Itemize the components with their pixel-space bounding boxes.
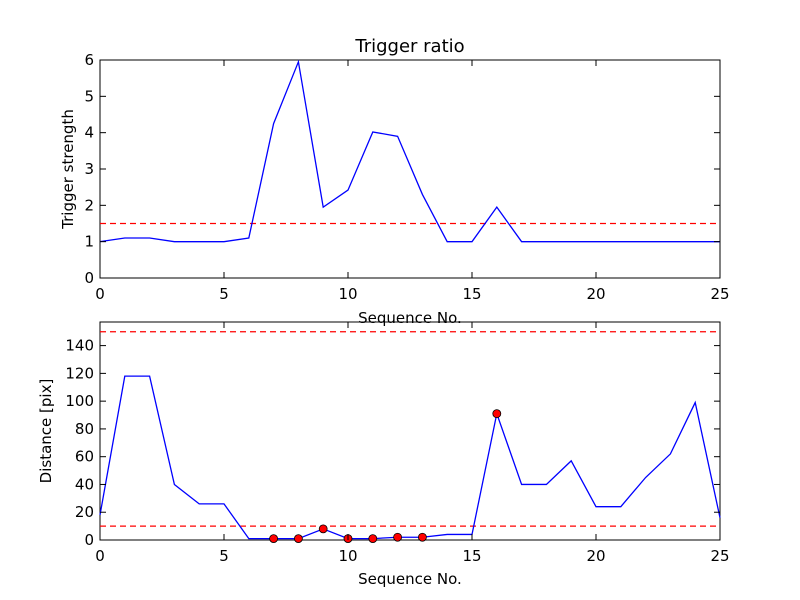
bottom-threshold-lines bbox=[100, 331, 720, 527]
bottom-y-tick-label: 140 bbox=[65, 337, 94, 355]
top-chart-title: Trigger ratio bbox=[354, 36, 464, 57]
top-y-tick-label: 0 bbox=[84, 269, 94, 287]
top-x-axis-label: Sequence No. bbox=[358, 309, 462, 327]
top-y-tick-label: 4 bbox=[84, 124, 94, 142]
bottom-series-layer bbox=[99, 375, 721, 544]
top-y-tick-label: 1 bbox=[84, 233, 94, 251]
top-x-tick-label: 5 bbox=[219, 285, 229, 303]
bottom-y-tick-label: 20 bbox=[75, 503, 94, 521]
bottom-y-tick-label: 120 bbox=[65, 364, 94, 382]
top-y-tick-label: 3 bbox=[84, 160, 94, 178]
top-x-tick-label: 20 bbox=[586, 285, 605, 303]
bottom-data-marker bbox=[492, 409, 502, 419]
bottom-data-marker bbox=[293, 534, 303, 544]
bottom-x-tick-label: 20 bbox=[586, 547, 605, 565]
bottom-y-tick-label: 60 bbox=[75, 448, 94, 466]
top-y-tick-label: 5 bbox=[84, 87, 94, 105]
top-x-tick-label: 10 bbox=[338, 285, 357, 303]
bottom-y-tick-label: 100 bbox=[65, 392, 94, 410]
top-y-axis-ticks: 0 1 2 3 4 5 6 bbox=[84, 51, 720, 287]
top-y-tick-label: 6 bbox=[84, 51, 94, 69]
bottom-panel: 0 5 10 15 20 25 0 20 40 60 80 100 120 140 Sequence N… bbox=[37, 321, 730, 588]
bottom-y-tick-label: 0 bbox=[84, 531, 94, 549]
top-x-tick-label: 15 bbox=[462, 285, 481, 303]
bottom-data-marker bbox=[368, 534, 378, 544]
bottom-data-marker bbox=[318, 524, 328, 534]
bottom-x-tick-label: 0 bbox=[95, 547, 105, 565]
top-y-axis-label: Trigger strength bbox=[59, 109, 77, 230]
top-series-line bbox=[99, 59, 720, 243]
top-x-axis-ticks: 0 5 10 15 20 25 bbox=[95, 60, 730, 303]
bottom-series-line bbox=[99, 375, 721, 540]
bottom-plot-frame bbox=[99, 321, 721, 541]
top-x-tick-label: 25 bbox=[710, 285, 729, 303]
bottom-x-tick-label: 5 bbox=[219, 547, 229, 565]
top-series-layer bbox=[99, 59, 720, 243]
bottom-y-tick-label: 40 bbox=[75, 475, 94, 493]
bottom-x-axis-ticks: 0 5 10 15 20 25 bbox=[95, 322, 730, 565]
bottom-x-tick-label: 25 bbox=[710, 547, 729, 565]
top-panel: Trigger ratio 0 5 10 15 20 25 0 1 2 3 4 5 6 Sequenc… bbox=[59, 36, 730, 327]
bottom-y-axis-ticks: 0 20 40 60 80 100 120 140 bbox=[65, 337, 720, 549]
top-x-tick-label: 0 bbox=[95, 285, 105, 303]
bottom-x-tick-label: 15 bbox=[462, 547, 481, 565]
bottom-x-axis-label: Sequence No. bbox=[358, 570, 462, 588]
bottom-y-axis-label: Distance [pix] bbox=[37, 379, 55, 484]
bottom-x-tick-label: 10 bbox=[338, 547, 357, 565]
bottom-data-marker bbox=[269, 534, 279, 544]
top-y-tick-label: 2 bbox=[84, 196, 94, 214]
bottom-data-marker bbox=[393, 532, 403, 542]
bottom-data-marker bbox=[417, 532, 427, 542]
bottom-y-tick-label: 80 bbox=[75, 420, 94, 438]
